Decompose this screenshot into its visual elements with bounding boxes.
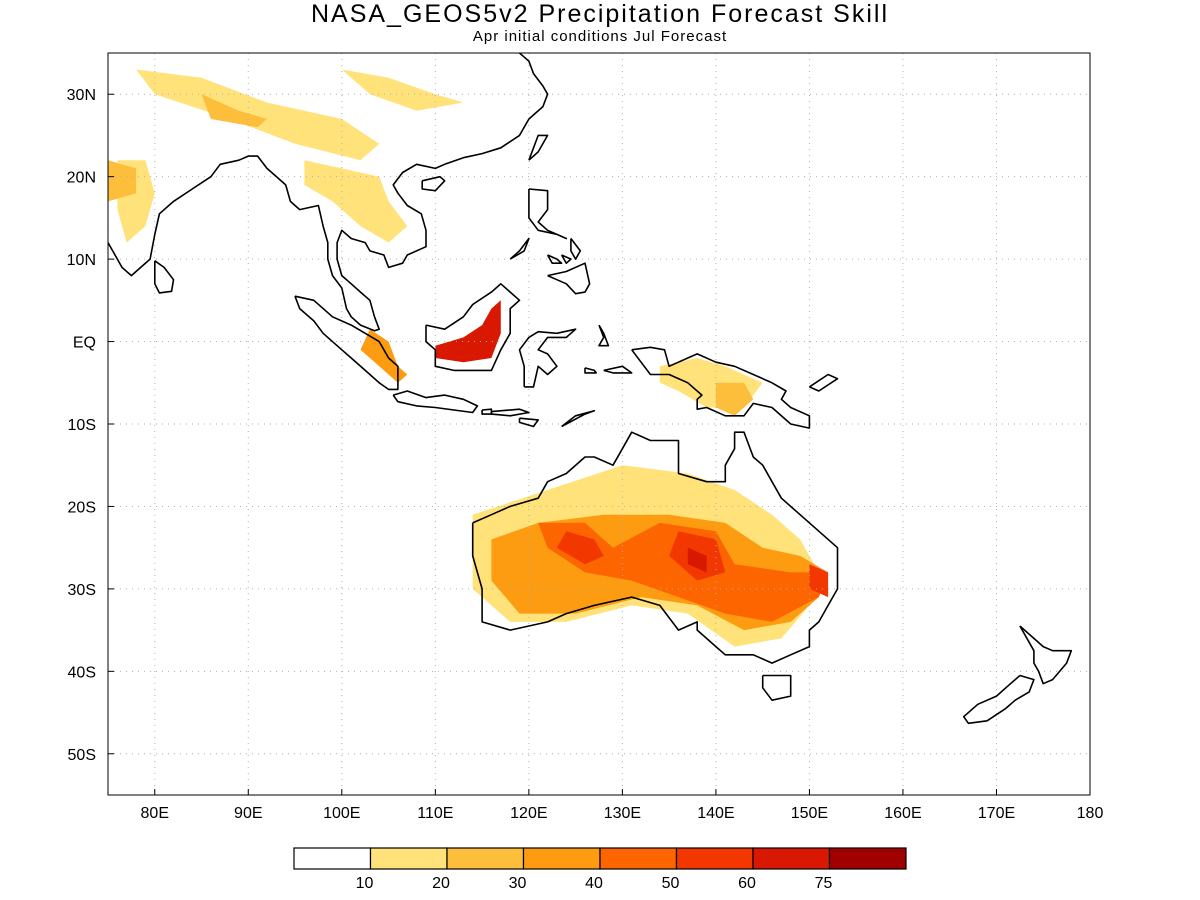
lat-tick-label: 30N	[67, 87, 96, 104]
colorbar-swatch	[369, 847, 448, 870]
map-subtitle: Apr initial conditions Jul Forecast	[472, 28, 728, 45]
skill-region	[809, 564, 829, 598]
skill-fill-layer	[108, 69, 829, 647]
lon-tick-label: 170E	[978, 805, 1015, 822]
colorbar-label: 40	[585, 875, 603, 892]
coastline	[509, 237, 530, 260]
coastline	[518, 417, 540, 428]
lon-tick-label: 160E	[884, 805, 921, 822]
skill-region	[201, 94, 267, 128]
colorbar-label: 20	[432, 875, 450, 892]
skill-region	[108, 160, 137, 202]
skill-region	[304, 160, 408, 243]
colorbar-swatch	[599, 847, 678, 870]
colorbar-swatch	[446, 847, 525, 870]
coastline	[603, 365, 633, 374]
coastline	[570, 238, 582, 260]
coastline-layer	[108, 53, 1073, 725]
colorbar-swatch	[293, 847, 372, 870]
colorbar-label: 30	[509, 875, 527, 892]
lat-tick-label: 40S	[68, 664, 96, 681]
lon-tick-label: 180	[1077, 805, 1104, 822]
colorbar-label: 75	[815, 875, 833, 892]
lat-tick-label: 10N	[67, 252, 96, 269]
coastline	[598, 324, 610, 347]
colorbar-label: 10	[356, 875, 374, 892]
colorbar-swatch	[752, 847, 831, 870]
lon-tick-label: 110E	[417, 805, 453, 822]
colorbar-swatch	[828, 847, 907, 870]
lat-tick-label: 30S	[68, 582, 96, 599]
axis-ticks: 80E 90E 100E 110E 120E 130E 140E 150E 160E 170E 18…	[67, 87, 1104, 822]
lon-tick-label: 120E	[510, 805, 547, 822]
skill-region	[360, 329, 408, 383]
map-title: NASA_GEOS5v2 Precipitation Forecast Skil…	[310, 0, 890, 28]
coastline	[490, 408, 530, 417]
lat-tick-label: EQ	[73, 335, 96, 352]
coastline	[547, 262, 591, 295]
coastline	[108, 53, 549, 332]
lon-tick-label: 100E	[323, 805, 360, 822]
skill-region	[687, 547, 707, 573]
coastline	[518, 328, 577, 388]
skill-region	[136, 69, 380, 161]
lon-tick-label: 90E	[234, 805, 262, 822]
coastline	[421, 175, 446, 192]
coastline	[962, 674, 1035, 725]
coastline	[425, 282, 521, 372]
coastline	[294, 295, 399, 391]
skill-region	[715, 382, 754, 416]
coastline	[1019, 625, 1073, 685]
coastline	[528, 188, 568, 240]
coastline	[546, 254, 563, 265]
coastline	[528, 134, 549, 161]
colorbar-swatch	[522, 847, 601, 870]
lon-tick-label: 130E	[604, 805, 641, 822]
skill-region	[341, 69, 464, 111]
coastline	[471, 431, 839, 664]
coastline	[154, 260, 175, 294]
coastline	[808, 373, 839, 392]
lon-tick-label: 140E	[697, 805, 734, 822]
skill-region	[435, 300, 501, 363]
skill-region	[556, 531, 604, 565]
lon-tick-label: 80E	[141, 805, 169, 822]
lat-tick-label: 20N	[67, 170, 96, 187]
colorbar: 10 20 30 40 50 60 75	[293, 847, 907, 892]
coastline	[561, 409, 596, 428]
skill-region	[538, 522, 829, 622]
colorbar-label: 60	[738, 875, 756, 892]
lat-tick-label: 50S	[68, 747, 96, 764]
lat-tick-label: 10S	[68, 417, 96, 434]
coastline	[560, 254, 572, 265]
graticule	[108, 53, 1090, 795]
coastline	[481, 408, 493, 415]
lat-tick-label: 20S	[68, 499, 96, 516]
coastline	[761, 674, 792, 702]
coastline	[631, 346, 811, 429]
lon-tick-label: 150E	[791, 805, 828, 822]
colorbar-label: 50	[662, 875, 680, 892]
colorbar-swatch	[675, 847, 754, 870]
coastline	[392, 390, 479, 414]
coastline	[584, 367, 598, 374]
